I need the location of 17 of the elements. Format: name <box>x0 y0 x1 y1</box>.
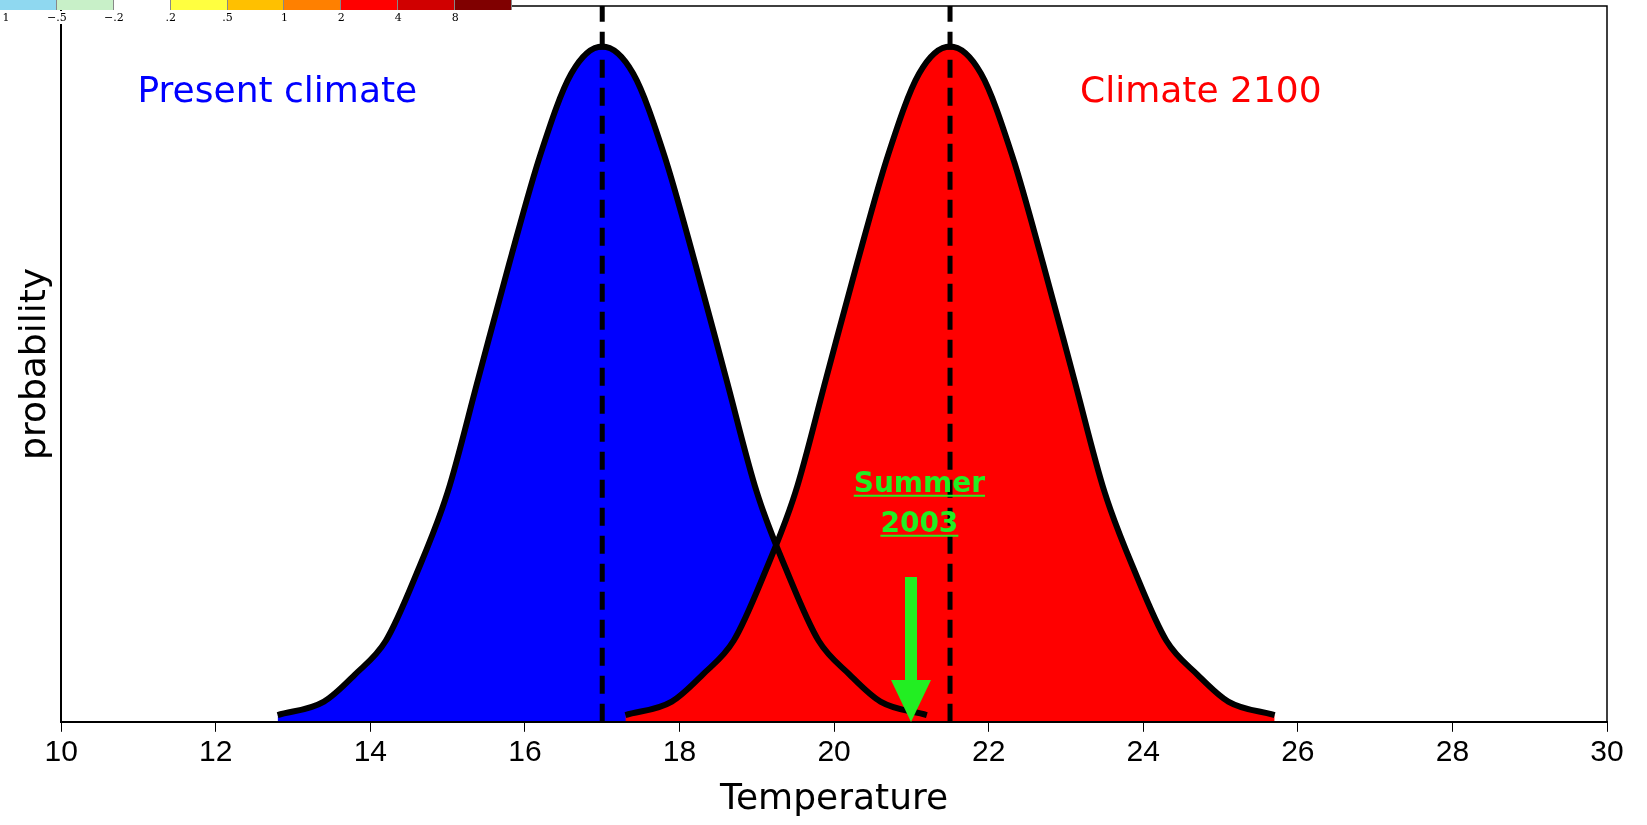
x-tick-label: 22 <box>971 734 1006 768</box>
x-tick-label: 16 <box>508 734 542 768</box>
text: Climate 2100 <box>1080 68 1322 110</box>
color-scale-strip: 1 −.5 −.2 .2 .5 1 2 4 8 <box>0 0 512 22</box>
x-tick-label: 30 <box>1590 734 1624 768</box>
x-tick-label: 24 <box>1126 734 1160 768</box>
x-axis-title: Temperature <box>719 775 949 817</box>
x-tick-label: 18 <box>662 734 697 768</box>
x-tick-label: 14 <box>353 734 388 768</box>
x-tick-label: 10 <box>44 734 78 768</box>
text: Present climate <box>137 68 418 110</box>
x-tick-label: 28 <box>1435 734 1470 768</box>
x-tick-label: 12 <box>199 734 233 768</box>
annotation: Summer 2003 <box>853 465 986 539</box>
y-axis-title: probability <box>11 267 53 460</box>
x-tick-label: 26 <box>1281 734 1315 768</box>
x-tick-label: 20 <box>817 734 851 768</box>
